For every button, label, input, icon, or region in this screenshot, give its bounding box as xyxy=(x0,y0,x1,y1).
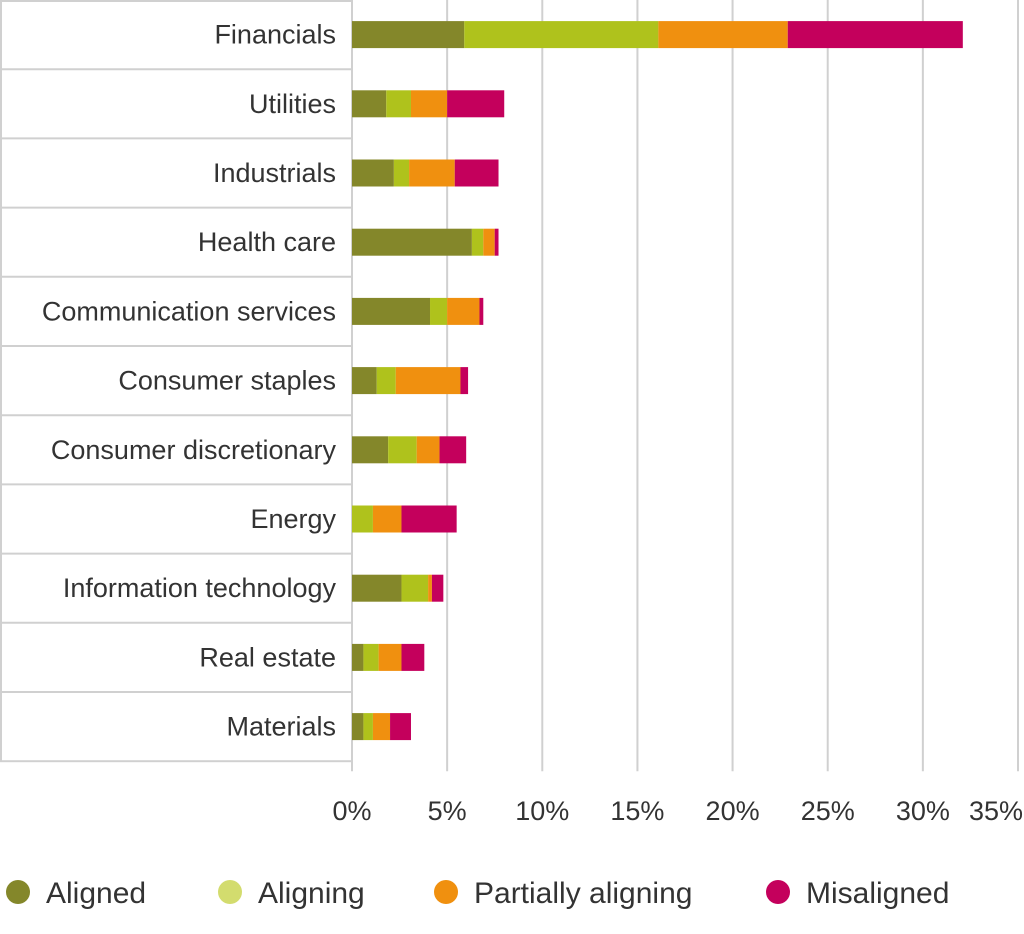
bar-segment xyxy=(352,297,431,325)
category-label: Energy xyxy=(250,504,336,534)
category-rows: Financials Utilities Industrials Health car… xyxy=(0,0,353,763)
x-tick-label: 35% xyxy=(969,796,1023,826)
category-label: Information technology xyxy=(63,573,337,603)
bar-segment xyxy=(471,228,484,256)
bar-segment xyxy=(352,643,364,671)
bar-segment xyxy=(431,574,444,602)
bars xyxy=(352,21,963,741)
bar-segment xyxy=(352,367,377,395)
bar-segment xyxy=(390,713,411,741)
category-label: Financials xyxy=(214,20,336,50)
x-tick-label: 25% xyxy=(801,796,855,826)
bar-segment xyxy=(401,643,425,671)
bar-segment xyxy=(416,436,440,464)
x-tick-label: 10% xyxy=(515,796,569,826)
category-label: Consumer discretionary xyxy=(51,435,337,465)
bar-segment xyxy=(352,713,364,741)
bar-segment xyxy=(479,297,484,325)
bar-segment xyxy=(401,505,457,533)
bar-segment xyxy=(787,21,963,49)
category-label: Consumer staples xyxy=(118,366,336,396)
legend: Aligned Aligning Partially aligning Misalig… xyxy=(6,877,949,910)
bar-segment xyxy=(352,21,465,49)
bar-segment xyxy=(352,159,394,187)
bar-segment xyxy=(352,574,402,602)
category-label: Materials xyxy=(226,712,336,742)
category-label: Real estate xyxy=(199,642,336,672)
legend-marker xyxy=(218,880,242,904)
bar-segment xyxy=(372,713,391,741)
x-tick-label: 30% xyxy=(896,796,950,826)
bar-segment xyxy=(372,505,402,533)
bar-segment xyxy=(352,436,389,464)
category-label: Communication services xyxy=(42,296,336,326)
bar-segment xyxy=(376,367,396,395)
legend-label: Aligning xyxy=(258,877,365,910)
bar-segment xyxy=(658,21,788,49)
bar-segment xyxy=(388,436,417,464)
bar-segment xyxy=(386,90,411,118)
bar-segment xyxy=(428,574,432,602)
bar-segment xyxy=(393,159,410,187)
bar-segment xyxy=(410,90,448,118)
x-tick-label: 15% xyxy=(610,796,664,826)
category-label: Industrials xyxy=(213,158,336,188)
bar-segment xyxy=(363,643,379,671)
bar-segment xyxy=(352,505,373,533)
bar-segment xyxy=(409,159,455,187)
legend-marker xyxy=(766,880,790,904)
x-tick-label: 0% xyxy=(332,796,371,826)
grid-lines xyxy=(351,0,1019,772)
legend-label: Misaligned xyxy=(806,877,949,910)
bar-segment xyxy=(363,713,373,741)
bar-segment xyxy=(483,228,495,256)
bar-segment xyxy=(395,367,461,395)
bar-segment xyxy=(439,436,467,464)
category-label: Utilities xyxy=(249,89,336,119)
legend-label: Partially aligning xyxy=(474,877,692,910)
bar-segment xyxy=(378,643,402,671)
bar-segment xyxy=(401,574,429,602)
bar-segment xyxy=(494,228,499,256)
bar-segment xyxy=(447,90,505,118)
x-tick-label: 20% xyxy=(706,796,760,826)
x-axis-ticks: 0% 5% 10% 15% 20% 25% 30% 35% xyxy=(332,796,1023,826)
bar-segment xyxy=(447,297,480,325)
bar-segment xyxy=(352,90,387,118)
legend-marker xyxy=(434,880,458,904)
category-label: Health care xyxy=(198,227,336,257)
bar-segment xyxy=(430,297,448,325)
bar-segment xyxy=(460,367,469,395)
legend-marker xyxy=(6,880,30,904)
bar-segment xyxy=(454,159,499,187)
legend-label: Aligned xyxy=(46,877,146,910)
bar-segment xyxy=(464,21,659,49)
bar-segment xyxy=(352,228,472,256)
x-tick-label: 5% xyxy=(428,796,467,826)
